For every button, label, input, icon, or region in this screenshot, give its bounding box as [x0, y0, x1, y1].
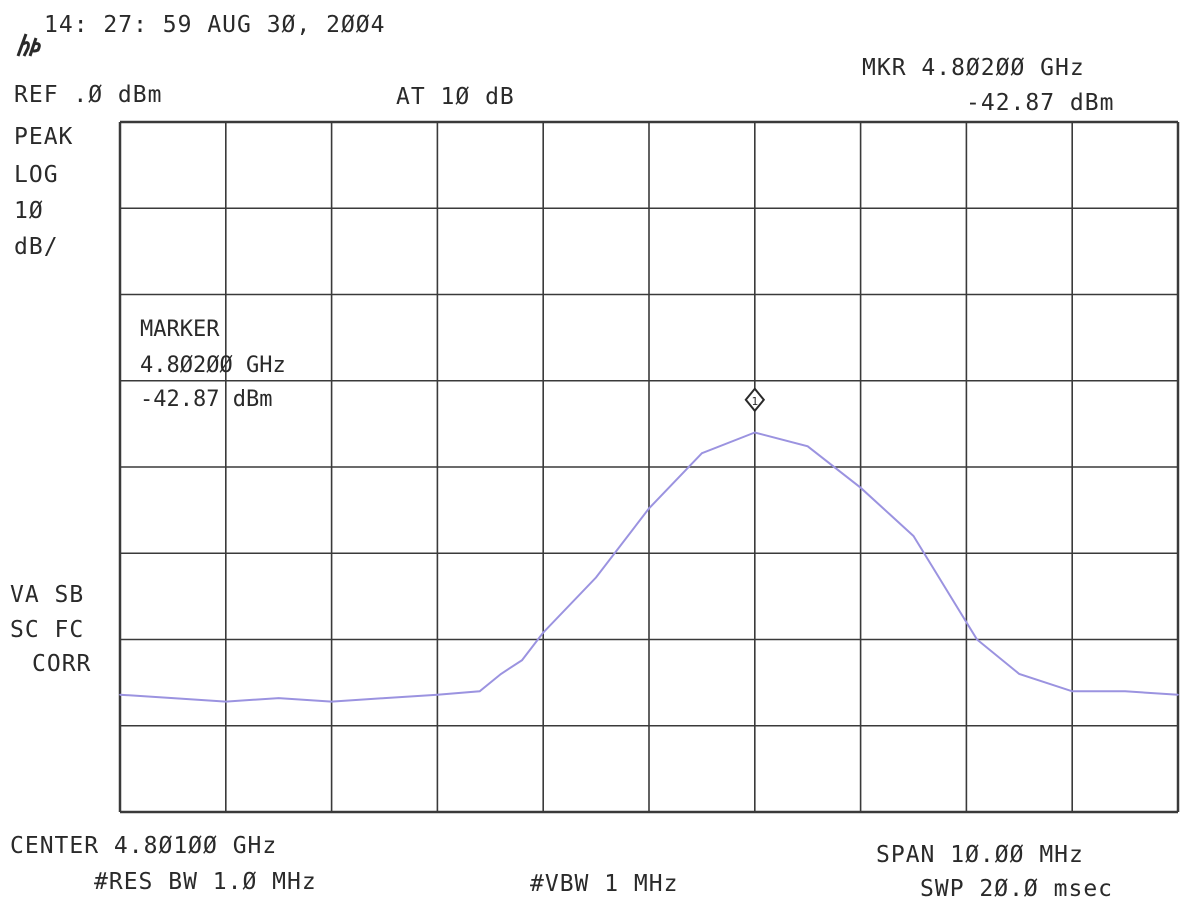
- trace-point: [542, 631, 544, 634]
- marker-readout-box: [125, 306, 648, 460]
- va-sb-label: VA SB: [10, 582, 85, 608]
- graticule: [118, 120, 1180, 814]
- resolution-bandwidth: #RES BW 1.Ø MHz: [94, 869, 317, 895]
- span: SPAN 1Ø.ØØ MHz: [876, 842, 1084, 868]
- trace-point: [976, 638, 978, 641]
- hp-logo-icon: [14, 30, 44, 60]
- trace-point: [119, 693, 121, 696]
- marker-diamond: [744, 387, 766, 413]
- trace-point: [330, 700, 333, 703]
- trace-point: [500, 673, 502, 675]
- trace-point: [521, 659, 523, 661]
- trace-point: [1124, 690, 1126, 693]
- marker-group: 1: [744, 387, 766, 413]
- marker-box-frequency: 4.8Ø2ØØ GHz: [140, 353, 286, 378]
- trace-point: [754, 431, 756, 434]
- trace-point: [912, 535, 915, 537]
- marker-number-label: 1: [751, 395, 758, 408]
- sc-fc-label: SC FC: [10, 617, 85, 643]
- marker-frequency: MKR 4.8Ø2ØØ GHz: [862, 55, 1085, 81]
- trace-point: [1071, 690, 1073, 693]
- trace-point: [225, 700, 227, 703]
- center-frequency: CENTER 4.8Ø1ØØ GHz: [10, 833, 278, 859]
- sweep-time: SWP 2Ø.Ø msec: [920, 876, 1114, 902]
- trace-point: [955, 604, 957, 606]
- corr-label: CORR: [32, 651, 92, 677]
- marker-box-title: MARKER: [140, 317, 220, 342]
- trace-point: [701, 452, 703, 455]
- trace-point: [933, 569, 936, 572]
- ref-level: REF .Ø dBm: [14, 82, 163, 108]
- video-bandwidth: #VBW 1 MHz: [530, 871, 679, 897]
- trace-point: [859, 486, 862, 489]
- marker-box-level: -42.87 dBm: [140, 387, 272, 412]
- marker-level: -42.87 dBm: [966, 90, 1115, 116]
- scale-value-label: 1Ø: [14, 198, 44, 224]
- trace-point: [595, 576, 597, 579]
- scale-type-label: LOG: [14, 162, 59, 188]
- detector-label: PEAK: [14, 124, 74, 150]
- scale-unit-label: dB/: [14, 234, 59, 260]
- trace-point: [806, 445, 809, 448]
- attenuation: AT 1Ø dB: [396, 84, 515, 110]
- trace-group: [119, 431, 1179, 703]
- trace-point: [277, 697, 280, 699]
- timestamp: 14: 27: 59 AUG 3Ø, 2ØØ4: [44, 12, 386, 38]
- trace-point: [1177, 693, 1179, 696]
- trace-point: [436, 693, 439, 696]
- trace-point: [478, 690, 481, 693]
- trace-point: [383, 697, 386, 699]
- trace-point: [1018, 673, 1021, 675]
- trace-point: [172, 697, 174, 699]
- trace-point: [648, 507, 650, 510]
